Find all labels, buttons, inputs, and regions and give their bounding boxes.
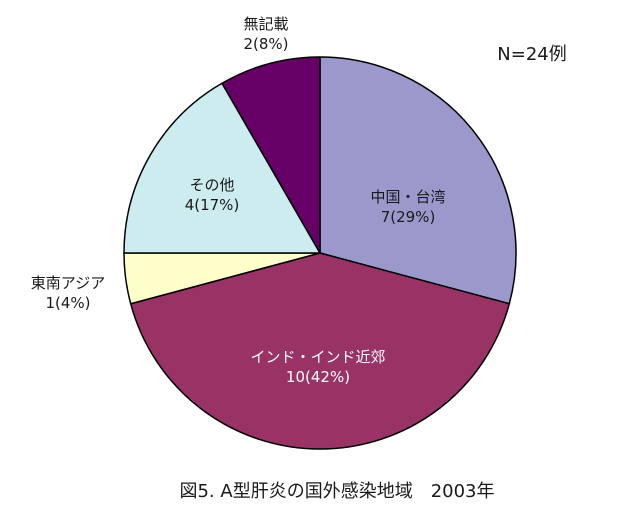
value-southeast-asia: 1(4%) bbox=[45, 294, 90, 312]
label-india: インド・インド近郊 bbox=[250, 348, 385, 366]
label-china-taiwan: 中国・台湾 bbox=[370, 188, 445, 206]
label-southeast-asia: 東南アジア bbox=[31, 274, 105, 292]
slice-other bbox=[123, 82, 321, 254]
slice-no-entry bbox=[221, 56, 321, 254]
label-other: その他 bbox=[189, 176, 234, 194]
label-no-entry: 無記載 bbox=[243, 15, 288, 33]
slice-china-taiwan bbox=[319, 56, 517, 305]
value-other: 4(17%) bbox=[185, 196, 240, 214]
value-india: 10(42%) bbox=[286, 368, 350, 386]
slice-india bbox=[129, 252, 511, 450]
sample-size-annotation: N=24例 bbox=[497, 44, 566, 65]
value-no-entry: 2(8%) bbox=[243, 35, 288, 53]
value-china-taiwan: 7(29%) bbox=[381, 208, 436, 226]
pie-slices bbox=[123, 56, 517, 450]
chart-title: 図5. A型肝炎の国外感染地域 2003年 bbox=[179, 481, 494, 502]
